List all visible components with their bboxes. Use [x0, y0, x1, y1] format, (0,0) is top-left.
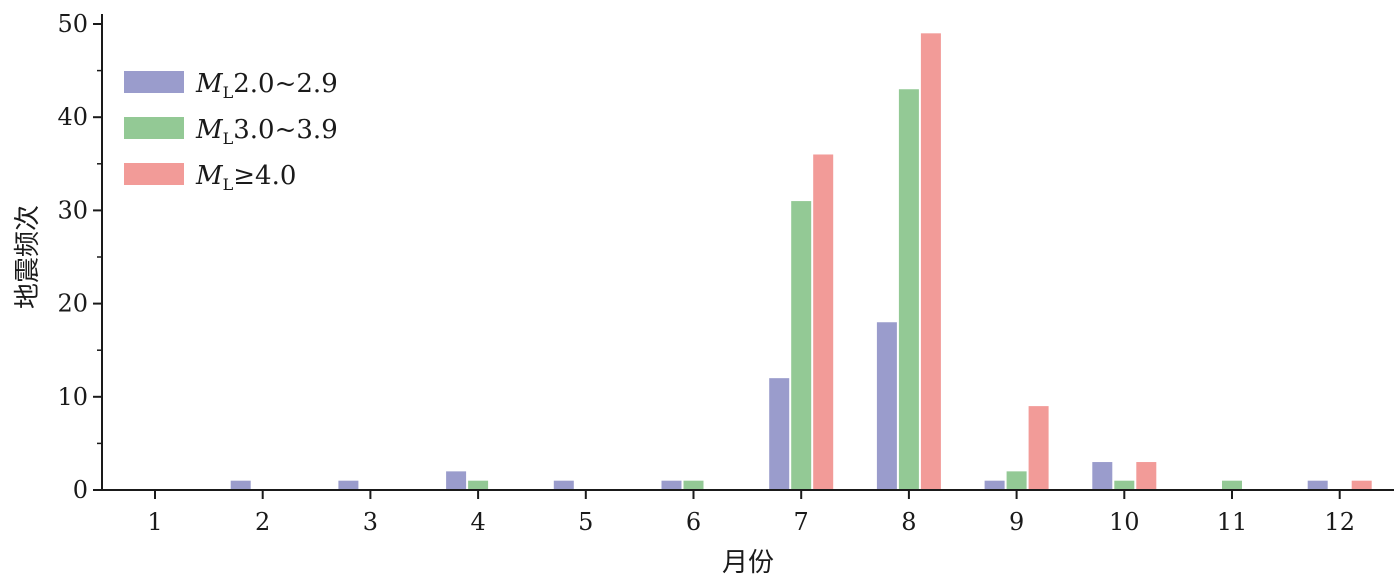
- bar: [1222, 480, 1242, 490]
- bar: [898, 89, 919, 491]
- bar: [1351, 480, 1372, 490]
- x-tick-label: 6: [686, 508, 701, 536]
- bar: [1006, 471, 1027, 490]
- y-tick-label: 30: [57, 196, 88, 224]
- x-tick-label: 4: [470, 508, 485, 536]
- x-tick-label: 7: [794, 508, 809, 536]
- bar: [813, 154, 834, 491]
- y-axis-title: 地震频次: [13, 205, 43, 309]
- x-tick-label: 1: [147, 508, 162, 536]
- bars-group: [230, 33, 1372, 491]
- bar: [553, 480, 574, 490]
- legend-item: ML3.0~3.9: [124, 115, 338, 148]
- bar: [984, 480, 1005, 490]
- x-tick-label: 11: [1217, 508, 1248, 536]
- bar: [1307, 480, 1328, 490]
- legend-label: ML≥4.0: [195, 161, 296, 194]
- legend-swatch: [124, 71, 184, 93]
- y-tick-label: 20: [57, 290, 88, 318]
- legend-item: ML2.0~2.9: [124, 69, 338, 102]
- legend: ML2.0~2.9 ML3.0~3.9 ML≥4.0: [124, 69, 338, 194]
- y-tick-label: 0: [73, 476, 88, 504]
- bar: [1136, 462, 1157, 490]
- y-tick-label: 40: [57, 103, 88, 131]
- y-tick-label: 50: [57, 10, 88, 38]
- bar: [1114, 480, 1135, 490]
- bar: [769, 378, 790, 490]
- x-tick-label: 5: [578, 508, 593, 536]
- bar: [791, 201, 812, 490]
- x-tick-label: 9: [1009, 508, 1024, 536]
- y-tick-label: 10: [57, 383, 88, 411]
- bar: [230, 480, 251, 490]
- x-axis-title: 月份: [722, 548, 774, 578]
- x-tick-label: 2: [255, 508, 270, 536]
- legend-item: ML≥4.0: [124, 161, 296, 194]
- legend-label: ML2.0~2.9: [195, 69, 338, 102]
- legend-label: ML3.0~3.9: [195, 115, 338, 148]
- bar: [920, 33, 941, 490]
- bar: [468, 480, 489, 490]
- legend-swatch: [124, 117, 184, 139]
- x-tick-label: 8: [901, 508, 916, 536]
- bar: [446, 471, 467, 490]
- bar: [661, 480, 682, 490]
- bar: [876, 322, 897, 490]
- x-tick-label: 12: [1324, 508, 1355, 536]
- legend-swatch: [124, 163, 184, 185]
- x-tick-label: 10: [1109, 508, 1140, 536]
- bar: [1092, 462, 1113, 490]
- bar: [1028, 406, 1049, 490]
- bar: [683, 480, 704, 490]
- x-tick-label: 3: [363, 508, 378, 536]
- bar: [338, 480, 359, 490]
